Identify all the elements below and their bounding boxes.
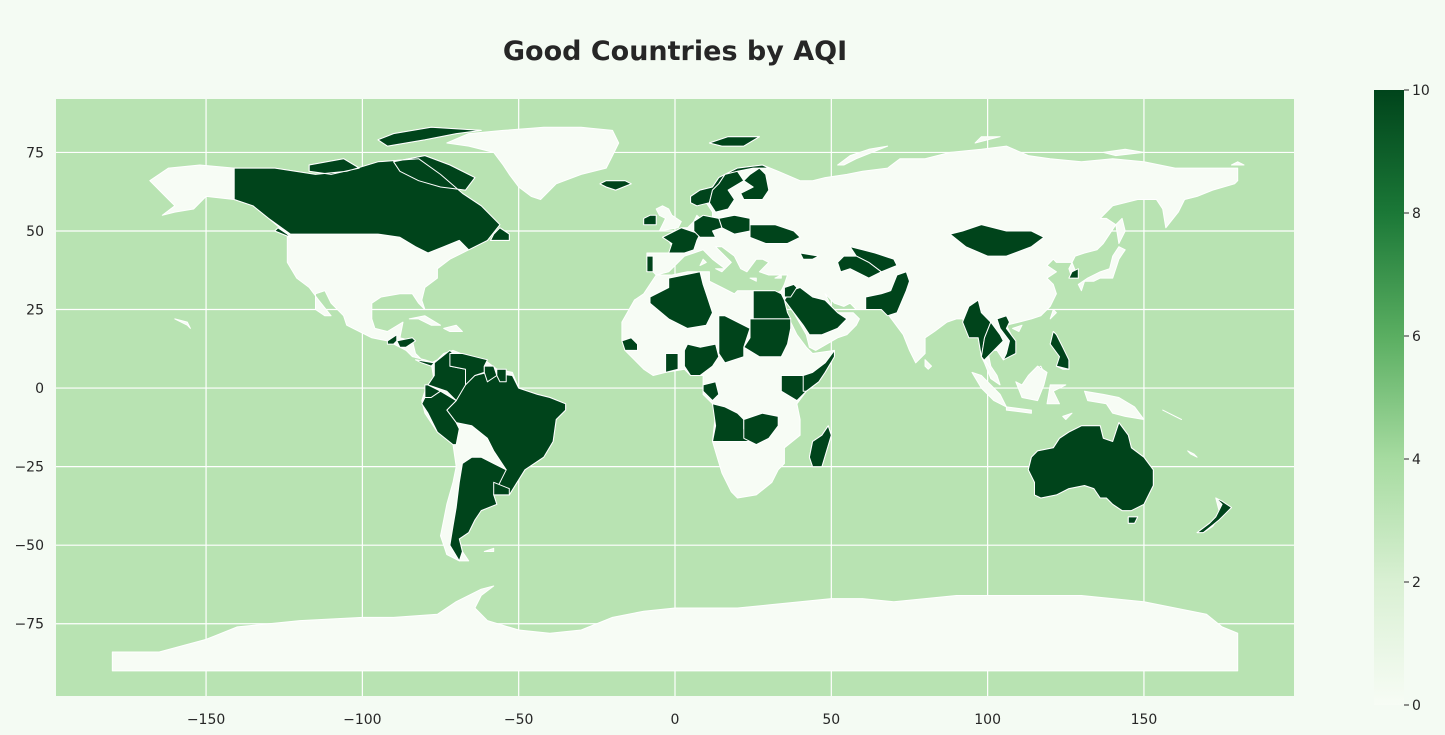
country-ireland [643,214,657,226]
colorbar: 0 2 4 6 8 10 [1374,83,1430,714]
country-portugal [646,255,654,273]
land-new-siberian-islands [1102,148,1145,157]
x-tick-label: 0 [671,712,680,728]
land-britain [655,205,682,232]
colorbar-tick-label: 2 [1412,575,1421,591]
chart-title: Good Countries by AQI [502,36,848,67]
country-pakistan [865,271,910,317]
land-sakhalin [1115,217,1126,244]
y-tick-label: 0 [35,381,44,397]
land-sardinia [699,258,707,266]
country-ghana [665,353,679,373]
x-tick-label: 50 [822,712,840,728]
x-tick-label: 150 [1131,712,1158,728]
colorbar-tick-label: 4 [1412,452,1421,468]
land-new-guinea [1084,390,1145,420]
land-borneo [1015,365,1048,402]
land-greenland [446,126,620,200]
country-nigeria [683,343,720,376]
country-panama [415,359,435,367]
country-kenya [780,375,807,402]
country-algeria [649,271,713,329]
country-australia [1027,422,1154,524]
country-senegal [621,337,638,351]
land-novaya-zemlya [837,145,889,166]
land-severnaya-zemlya [974,136,1001,144]
country-guatemala [386,334,398,345]
country-sudan [743,318,792,358]
country-argentina [449,456,507,562]
country-ukraine [749,224,801,244]
country-chad [718,315,751,364]
country-madagascar [808,425,832,468]
land-crete [749,277,757,282]
y-tick-label: 50 [26,224,44,240]
country-saudi-arabia [783,287,848,336]
land-hispaniola [443,324,463,332]
country-somalia [802,349,835,392]
y-axis: 75 50 25 0 −25 −50 −75 [14,145,44,632]
country-zambia [743,412,779,446]
country-uruguay [493,481,510,496]
country-south-korea [1068,268,1079,279]
land-antarctica [111,585,1239,672]
country-new-zealand [1196,497,1232,534]
colorbar-tick-label: 10 [1412,83,1430,99]
colorbar-gradient [1374,90,1404,705]
y-tick-label: 25 [26,303,44,319]
x-axis: −150 −100 −50 0 50 100 150 [187,712,1157,728]
country-france [662,227,701,254]
country-vietnam [996,315,1017,361]
land-cyprus [774,274,782,279]
land-cuba [408,315,441,326]
country-suriname [496,368,507,383]
colorbar-tick-label: 6 [1412,329,1421,345]
colorbar-tick-label: 8 [1412,206,1421,222]
country-finland [740,167,770,200]
country-mongolia [949,224,1045,257]
colorbar-tick-label: 0 [1412,698,1421,714]
x-tick-label: 100 [974,712,1001,728]
country-guyana [483,365,498,383]
country-germany [693,214,723,238]
country-canada [233,126,510,254]
land-timor [1062,412,1073,420]
country-jordan [783,283,798,298]
land-wrangel-island [1231,161,1245,166]
country-honduras [396,337,416,348]
country-philippines [1049,331,1070,370]
land-new-caledonia [1187,450,1198,458]
land-sicily [715,268,726,273]
land-sri-lanka [924,359,932,370]
land-falklands [483,547,495,552]
country-peru [421,390,460,446]
country-thailand [980,321,1004,370]
y-tick-label: −25 [14,460,44,476]
land-solomon-islands [1162,409,1182,420]
land-java [1005,406,1032,414]
land-layer [111,126,1245,672]
x-tick-label: −100 [343,712,381,728]
land-hainan [1012,324,1023,332]
x-tick-label: −150 [187,712,225,728]
land-japan [1077,246,1126,292]
land-sulawesi [1046,384,1067,405]
land-taiwan [1049,309,1057,320]
land-hawaii [174,318,191,329]
y-tick-label: −50 [14,538,44,554]
y-tick-label: −75 [14,617,44,633]
country-iceland [599,180,632,191]
country-georgia [799,252,820,260]
country-turkmenistan [837,255,882,279]
x-tick-label: −50 [504,712,534,728]
y-tick-label: 75 [26,145,44,161]
country-gabon [702,381,720,402]
